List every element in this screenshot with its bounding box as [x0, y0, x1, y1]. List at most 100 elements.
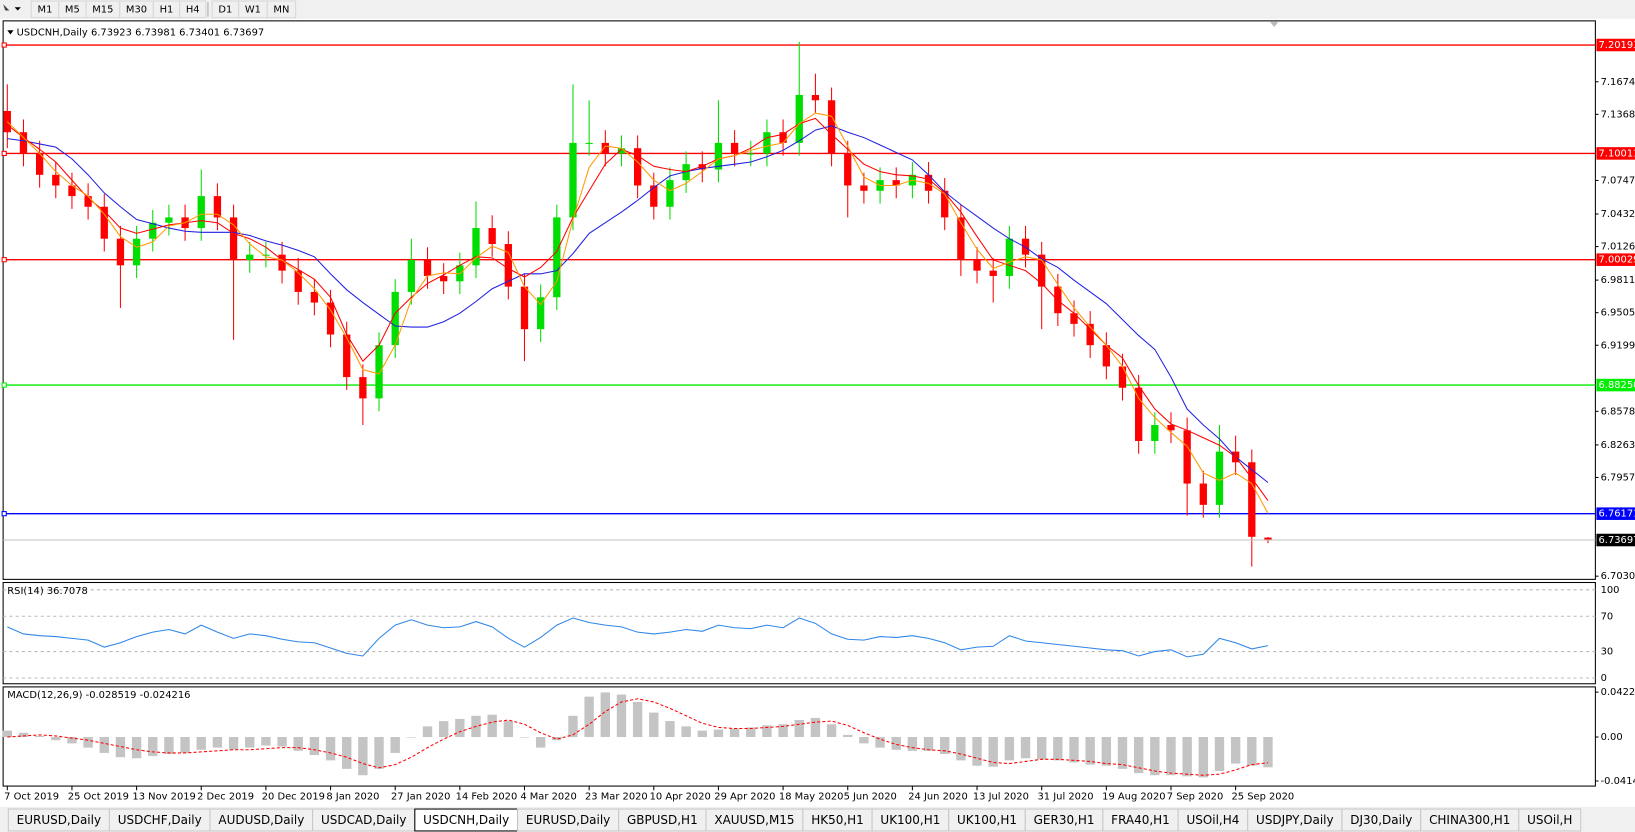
macd-bar	[1020, 737, 1031, 759]
tab[interactable]: XAUUSD,M15	[705, 808, 804, 832]
candle-body	[633, 148, 642, 186]
tab-label: CHINA300,H1	[1429, 813, 1510, 827]
tab[interactable]: EURUSD,Daily	[517, 808, 620, 832]
macd-bar	[1230, 737, 1241, 764]
x-tick-label: 23 Mar 2020	[585, 792, 648, 803]
macd-bar	[358, 737, 368, 776]
candle-body	[52, 174, 60, 186]
candle-body	[553, 217, 561, 298]
candle-body	[423, 259, 432, 276]
tab[interactable]: HK50,H1	[802, 808, 873, 832]
candle-body	[537, 297, 545, 330]
tab[interactable]: USDJPY,Daily	[1247, 808, 1343, 832]
candle-body	[149, 222, 157, 239]
tab[interactable]: USDCNH,Daily	[414, 808, 519, 832]
tab[interactable]: USDCHF,Daily	[108, 808, 211, 832]
timeframe-button[interactable]: H4	[179, 0, 207, 19]
tab[interactable]: USOil,H4	[1177, 808, 1249, 832]
candle-body	[3, 110, 11, 133]
x-tick-label: 5 Jun 2020	[844, 792, 897, 803]
moving-average	[6, 117, 1269, 501]
tab-label: USOil,H	[1527, 813, 1572, 827]
level-label-box	[1596, 253, 1635, 266]
candle-body	[1248, 462, 1256, 537]
level-handle	[1, 150, 7, 157]
price-label-box	[1596, 533, 1635, 547]
candle-body	[35, 153, 44, 175]
tab[interactable]: GER30,H1	[1024, 808, 1104, 832]
tab[interactable]: USDCAD,Daily	[312, 808, 416, 832]
timeframe-button[interactable]: MN	[266, 0, 297, 19]
timeframe-label: M1	[38, 4, 53, 15]
y-tick-label: 70	[1601, 611, 1614, 622]
macd-bar	[261, 737, 271, 746]
candle-body	[132, 238, 141, 266]
level-handle	[1, 511, 7, 517]
level-label: 7.20193	[1599, 40, 1635, 51]
plots: 7.16740 7.13680 7.07470 7.04320 7.01260 6.981…	[1, 38, 1635, 803]
y-tick-label: 7.13680	[1601, 109, 1635, 120]
tab[interactable]: AUDUSD,Daily	[209, 808, 314, 832]
level-label: 7.00029	[1599, 255, 1635, 266]
tab[interactable]: EURUSD,Daily	[7, 808, 110, 832]
macd-bar	[713, 729, 724, 738]
tab[interactable]: CHINA300,H1	[1420, 808, 1520, 832]
tab[interactable]: UK100,H1	[871, 808, 950, 832]
candle-body	[714, 142, 723, 170]
tab-label: HK50,H1	[811, 813, 864, 827]
macd-bar	[810, 717, 821, 738]
macd-bar	[99, 737, 109, 753]
tab[interactable]: DJ30,Daily	[1341, 808, 1422, 832]
macd-bar	[729, 728, 740, 738]
candle-body	[585, 142, 593, 144]
macd-bar	[535, 737, 546, 748]
macd-bar	[18, 732, 29, 738]
x-tick-label: 7 Oct 2019	[4, 792, 59, 803]
candle-body	[472, 228, 480, 266]
macd-bar	[277, 737, 287, 747]
tab[interactable]: FRA40,H1	[1102, 808, 1179, 832]
macd-bar	[131, 737, 142, 759]
y-tick-label: 0	[1601, 673, 1607, 684]
chart-header: USDCNH,Daily 6.73923 6.73981 6.73401 6.7…	[17, 27, 265, 38]
macd-main: -0.028519	[86, 690, 137, 701]
timeframe-label: W1	[245, 4, 261, 15]
candle-body	[601, 142, 609, 154]
tab-label: DJ30,Daily	[1350, 813, 1412, 827]
tab-label: GER30,H1	[1034, 813, 1095, 827]
tab-label: EURUSD,Daily	[17, 813, 101, 827]
x-tick-label: 10 Apr 2020	[650, 792, 711, 803]
macd-bar	[923, 737, 934, 751]
macd-bar	[778, 724, 788, 738]
macd-bar	[1101, 737, 1112, 766]
candle-body	[1151, 425, 1159, 441]
macd-bar	[1247, 737, 1257, 766]
macd-bar	[67, 737, 77, 744]
candle-body	[488, 228, 496, 245]
y-tick-label: 30	[1601, 647, 1614, 658]
candle-body	[262, 254, 270, 256]
rsi-line	[7, 617, 1269, 658]
macd-bar	[584, 696, 594, 738]
candle-body	[165, 217, 173, 223]
tab[interactable]: GBPUSD,H1	[618, 808, 707, 832]
level-label: 7.10011	[1599, 148, 1635, 159]
tab-frame	[1518, 808, 1582, 832]
dropdown-icon	[14, 7, 21, 11]
macd-bar	[681, 726, 691, 738]
level-label-box	[1596, 38, 1635, 52]
open: 6.73923	[91, 27, 132, 38]
tab[interactable]: UK100,H1	[948, 808, 1026, 832]
level-label: 6.88250	[1599, 380, 1635, 391]
rsi-value: 36.7078	[47, 586, 88, 597]
x-tick-label: 24 Jun 2020	[908, 792, 968, 803]
macd-bar	[665, 721, 675, 738]
x-tick-label: 19 Aug 2020	[1102, 792, 1165, 803]
tab[interactable]: USOil,H	[1518, 808, 1582, 832]
macd-header: MACD(12,26,9) -0.028519 -0.024216	[7, 690, 190, 701]
y-tick-label: 100	[1601, 585, 1620, 596]
candle-body	[779, 132, 787, 143]
x-tick-label: 29 Apr 2020	[714, 792, 775, 803]
